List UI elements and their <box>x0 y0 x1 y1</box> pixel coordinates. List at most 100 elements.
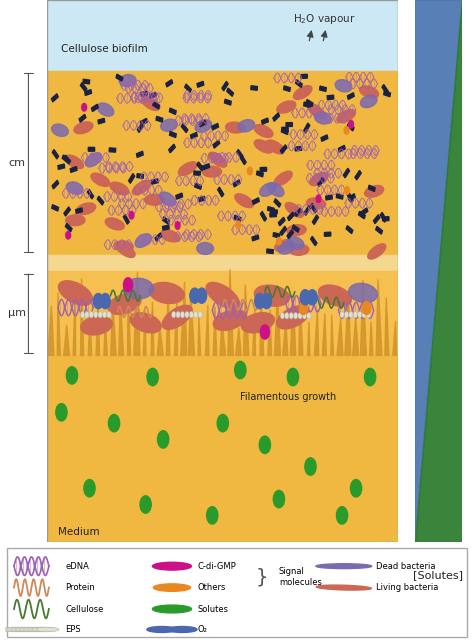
Polygon shape <box>253 307 255 355</box>
Polygon shape <box>166 289 170 355</box>
Bar <box>380 213 386 222</box>
Ellipse shape <box>241 313 274 333</box>
Ellipse shape <box>161 230 180 242</box>
Ellipse shape <box>255 285 289 306</box>
Ellipse shape <box>195 119 212 132</box>
Bar <box>318 177 324 186</box>
Bar <box>169 144 175 153</box>
Polygon shape <box>260 291 264 355</box>
Polygon shape <box>268 309 272 355</box>
Bar <box>163 217 170 224</box>
Bar <box>195 183 201 189</box>
Ellipse shape <box>145 195 164 205</box>
Ellipse shape <box>287 237 304 249</box>
Bar <box>137 174 144 178</box>
Polygon shape <box>345 290 351 355</box>
Bar <box>306 100 313 107</box>
Text: Solutes: Solutes <box>198 605 228 614</box>
Polygon shape <box>151 302 154 355</box>
Ellipse shape <box>254 125 273 137</box>
Bar <box>97 196 104 205</box>
Ellipse shape <box>135 234 151 247</box>
Bar <box>260 168 266 171</box>
Circle shape <box>36 627 59 632</box>
Bar <box>234 215 241 221</box>
Bar <box>376 227 383 234</box>
Ellipse shape <box>178 162 197 175</box>
Bar <box>368 185 375 191</box>
Ellipse shape <box>226 122 245 133</box>
Bar <box>194 171 201 175</box>
Bar <box>191 132 197 139</box>
Bar <box>52 150 59 159</box>
Circle shape <box>301 290 310 305</box>
Ellipse shape <box>66 215 85 226</box>
Bar <box>337 194 343 199</box>
Ellipse shape <box>266 140 284 154</box>
Polygon shape <box>415 0 462 542</box>
Bar <box>47 355 398 542</box>
Ellipse shape <box>161 119 177 132</box>
Circle shape <box>157 431 169 448</box>
Circle shape <box>363 302 371 315</box>
Circle shape <box>357 311 362 318</box>
Circle shape <box>262 293 272 309</box>
Bar <box>58 164 64 169</box>
Bar <box>47 0 398 71</box>
Circle shape <box>167 627 197 632</box>
Bar <box>348 194 355 201</box>
Ellipse shape <box>213 309 246 331</box>
Polygon shape <box>314 309 319 355</box>
Bar <box>116 74 123 81</box>
Ellipse shape <box>66 182 83 195</box>
Polygon shape <box>291 295 296 355</box>
Text: [Solutes]: [Solutes] <box>413 569 464 580</box>
Polygon shape <box>205 305 209 355</box>
Bar <box>52 205 58 211</box>
Polygon shape <box>57 293 60 355</box>
Polygon shape <box>73 286 76 355</box>
Polygon shape <box>157 326 163 355</box>
Polygon shape <box>283 321 288 355</box>
Circle shape <box>81 311 84 318</box>
Circle shape <box>147 369 158 386</box>
Polygon shape <box>174 295 177 355</box>
Bar <box>197 162 203 171</box>
Text: O₂: O₂ <box>198 625 208 634</box>
Text: EPS: EPS <box>65 625 81 634</box>
Circle shape <box>153 605 191 613</box>
Polygon shape <box>128 292 131 355</box>
Ellipse shape <box>308 103 326 119</box>
Bar <box>81 83 87 92</box>
Bar <box>87 189 93 199</box>
Circle shape <box>19 627 42 632</box>
Bar <box>166 80 173 87</box>
Polygon shape <box>415 0 462 542</box>
Circle shape <box>2 627 26 632</box>
Bar <box>137 123 144 132</box>
Ellipse shape <box>360 95 377 108</box>
Ellipse shape <box>277 306 309 329</box>
Bar <box>203 164 210 169</box>
Bar <box>324 232 331 236</box>
Ellipse shape <box>132 180 151 195</box>
Ellipse shape <box>365 186 383 197</box>
Circle shape <box>66 367 78 384</box>
Bar <box>64 207 70 216</box>
Bar <box>347 123 354 131</box>
Bar <box>282 128 288 135</box>
Bar <box>149 92 156 98</box>
Ellipse shape <box>85 153 101 167</box>
Bar <box>163 225 169 230</box>
Ellipse shape <box>307 198 326 209</box>
Polygon shape <box>96 302 100 355</box>
Circle shape <box>176 311 180 318</box>
Circle shape <box>337 507 347 524</box>
Ellipse shape <box>97 103 114 116</box>
Ellipse shape <box>277 101 296 113</box>
Text: eDNA: eDNA <box>65 562 89 571</box>
Text: Others: Others <box>198 583 226 592</box>
Bar <box>85 90 91 96</box>
Circle shape <box>344 126 349 134</box>
Circle shape <box>185 311 189 318</box>
